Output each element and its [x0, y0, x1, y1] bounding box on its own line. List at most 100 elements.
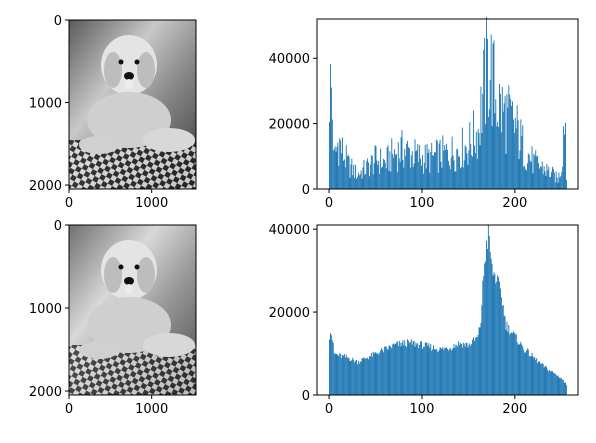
histogram-bar: [367, 357, 369, 395]
histogram-bar: [450, 157, 452, 189]
histogram-bar: [545, 365, 547, 395]
histogram-bar: [539, 363, 541, 395]
histogram-bar: [447, 149, 448, 189]
histogram-bar: [443, 150, 445, 189]
x-tick-label: 0: [325, 402, 333, 417]
histogram-bar: [392, 153, 394, 189]
histogram-bar: [521, 344, 523, 395]
histogram-bar: [460, 342, 461, 395]
histogram-bar: [464, 346, 466, 395]
histogram-bar: [417, 343, 419, 395]
histogram-bar: [512, 331, 514, 395]
histogram-bar: [532, 356, 534, 395]
histogram-bar: [478, 327, 480, 395]
histogram-bar: [363, 357, 365, 395]
histogram-bar: [467, 347, 469, 395]
histogram-bar: [428, 343, 430, 395]
histogram-bar: [499, 281, 500, 395]
histogram-bar: [342, 354, 344, 395]
histogram-bar: [486, 248, 488, 395]
histogram-bar: [447, 350, 449, 395]
histogram-bar: [558, 172, 560, 189]
histogram-bar: [407, 339, 409, 395]
x-tick-label: 0: [65, 196, 73, 211]
histogram-bar: [533, 358, 535, 395]
histogram-bar: [409, 341, 411, 395]
histogram-bar: [415, 342, 417, 395]
histogram-bar: [542, 174, 544, 189]
histogram-bar: [530, 161, 532, 189]
histogram-bar: [347, 357, 349, 395]
histogram-bar: [517, 120, 519, 189]
histogram-bar: [475, 131, 477, 189]
histogram-bar: [540, 167, 542, 189]
histogram-bar: [330, 335, 332, 395]
histogram-bar: [545, 175, 547, 189]
histogram-bar: [439, 139, 441, 189]
histogram-bar: [408, 340, 409, 395]
histogram-bar: [416, 344, 418, 395]
histogram-bar: [425, 342, 427, 395]
histogram-bar: [448, 348, 450, 395]
histogram-bar: [378, 354, 380, 395]
histogram-bar: [557, 375, 559, 395]
histogram-bar: [436, 351, 438, 395]
histogram-bar: [461, 347, 463, 395]
histogram-bar: [396, 341, 398, 395]
histogram-bar: [456, 345, 458, 395]
histogram-bar: [415, 151, 417, 189]
histogram-bar: [398, 340, 400, 395]
histogram-bar: [353, 359, 355, 395]
histogram-bar: [454, 171, 456, 189]
histogram-bar: [471, 155, 473, 189]
histogram-bar: [332, 150, 334, 189]
histogram-bar: [414, 139, 416, 189]
histogram-bar: [529, 160, 531, 189]
histogram-bar: [391, 348, 393, 395]
histogram-bar: [386, 147, 388, 189]
histogram-bar: [507, 331, 509, 395]
x-tick-label: 200: [502, 196, 527, 211]
histogram-bar: [459, 344, 461, 395]
histogram-bar: [481, 305, 483, 395]
histogram-equalized: 0 100 200 0 20000 40000: [269, 223, 579, 417]
histogram-bar: [393, 157, 395, 189]
histogram-bar: [337, 142, 339, 189]
histogram-bar: [508, 324, 510, 395]
histogram-bar: [519, 343, 521, 395]
histogram-bar: [341, 153, 343, 189]
histogram-bar: [524, 352, 526, 395]
histogram-bar: [431, 142, 433, 189]
histogram-bar: [560, 377, 562, 395]
histogram-bar: [434, 152, 436, 189]
histogram-bar: [358, 175, 360, 189]
image-equalized-frame: [68, 224, 197, 396]
histogram-bar: [470, 143, 472, 189]
histogram-bar: [462, 167, 464, 189]
histogram-bar: [356, 176, 358, 189]
histogram-bar: [488, 235, 490, 395]
histogram-bar: [444, 348, 446, 395]
histogram-bar: [468, 344, 470, 395]
histogram-bar: [401, 130, 403, 189]
histogram-bar: [490, 34, 492, 190]
histogram-bar: [397, 142, 399, 189]
histogram-bar: [338, 356, 340, 395]
histogram-bar: [407, 140, 409, 189]
histogram-bar: [424, 342, 426, 395]
histogram-bar: [330, 333, 331, 395]
histogram-bar: [472, 339, 474, 395]
histogram-bar: [391, 138, 393, 189]
histogram-bar: [395, 153, 397, 189]
histogram-bar: [497, 121, 499, 189]
histogram-bar: [480, 322, 482, 395]
histogram-bar: [528, 154, 530, 189]
histogram-bar: [371, 356, 373, 395]
histogram-bar: [408, 148, 410, 189]
histogram-bar: [414, 346, 416, 395]
histogram-bar: [463, 160, 465, 189]
histogram-bar: [403, 167, 405, 189]
histogram-bar: [343, 355, 344, 395]
histogram-bar: [332, 342, 334, 395]
histogram-bar: [357, 360, 359, 395]
